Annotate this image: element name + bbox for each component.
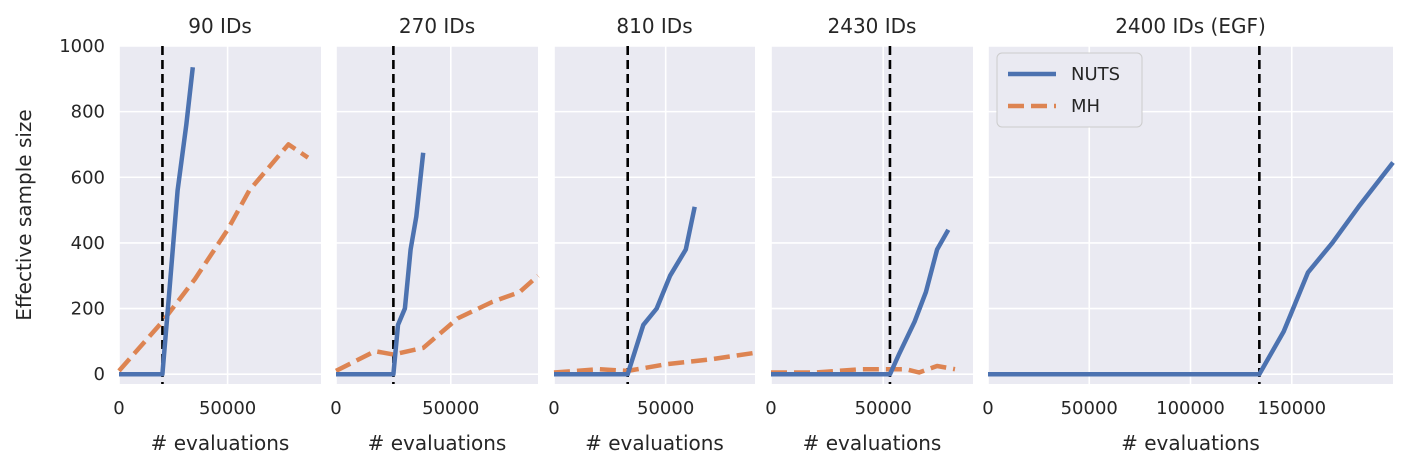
y-tick-label: 0 xyxy=(94,364,105,385)
plot-area xyxy=(554,46,755,384)
panel-5: 0 50000 100000 150000 2400 IDs (EGF) # evalua… xyxy=(982,14,1395,455)
panel-title: 2400 IDs (EGF) xyxy=(1115,14,1266,38)
x-tick-label: 0 xyxy=(548,398,559,419)
x-tick-label: 50000 xyxy=(637,398,694,419)
x-tick-label: 50000 xyxy=(1061,398,1118,419)
legend-box xyxy=(996,52,1143,128)
series-line-nuts xyxy=(336,152,426,377)
y-tick-label: 400 xyxy=(71,233,105,254)
x-tick-label: 0 xyxy=(113,398,124,419)
panel-title: 2430 IDs xyxy=(828,14,917,38)
legend-label: NUTS xyxy=(1071,64,1120,85)
legend: NUTS MH xyxy=(996,52,1143,128)
panels: 0 200 400 600 800 1000 0 50000 90 IDs # evaluatio… xyxy=(59,14,1395,455)
plot-area xyxy=(336,46,538,384)
panel-1: 0 200 400 600 800 1000 0 50000 90 IDs # evaluatio… xyxy=(59,14,321,455)
x-axis-label: # evaluations xyxy=(585,431,724,455)
series-line-nuts xyxy=(988,161,1395,377)
plot-area xyxy=(119,46,321,384)
panel-2: 0 50000 270 IDs # evaluations xyxy=(330,14,540,455)
x-axis-label: # evaluations xyxy=(1121,431,1260,455)
x-tick-label: 50000 xyxy=(855,398,912,419)
y-tick-label: 800 xyxy=(71,102,105,123)
y-tick-label: 200 xyxy=(71,299,105,320)
series-line-mh xyxy=(117,142,310,373)
legend-label: MH xyxy=(1071,96,1100,117)
y-tick-label: 1000 xyxy=(59,36,105,57)
y-axis-label: Effective sample size xyxy=(12,109,36,320)
x-axis-label: # evaluations xyxy=(803,431,942,455)
panel-title: 90 IDs xyxy=(188,14,252,38)
x-tick-label: 0 xyxy=(330,398,341,419)
series-line-nuts xyxy=(554,206,697,377)
panel-4: 0 50000 2430 IDs # evaluations xyxy=(765,14,973,455)
series-line-nuts xyxy=(119,67,196,377)
panel-3: 0 50000 810 IDs # evaluations xyxy=(548,14,756,455)
x-tick-label: 50000 xyxy=(199,398,256,419)
x-axis-label: # evaluations xyxy=(151,431,290,455)
x-tick-label: 100000 xyxy=(1156,398,1225,419)
series-line-nuts xyxy=(771,228,951,377)
plot-area xyxy=(771,46,973,384)
x-tick-label: 150000 xyxy=(1257,398,1326,419)
x-tick-label: 0 xyxy=(982,398,993,419)
series-line-mh xyxy=(334,274,540,373)
panel-title: 810 IDs xyxy=(616,14,692,38)
x-axis-label: # evaluations xyxy=(368,431,507,455)
x-tick-label: 0 xyxy=(765,398,776,419)
series-line-mh xyxy=(553,350,756,375)
x-tick-label: 50000 xyxy=(422,398,479,419)
panel-title: 270 IDs xyxy=(399,14,475,38)
y-tick-label: 600 xyxy=(71,167,105,188)
